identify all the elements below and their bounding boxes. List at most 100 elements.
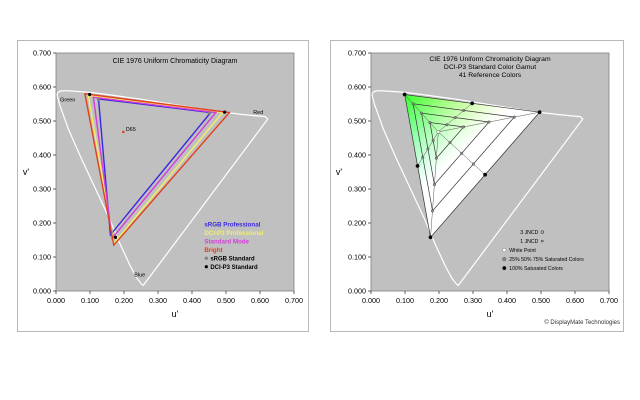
chart1-ytick-label: 0.200: [348, 219, 366, 228]
chart0-legend-label: DCI-P3 Professional: [204, 230, 263, 237]
chart1-reference-point: [471, 162, 475, 166]
right-chart-panel: 0.000 0.100 0.200 0.300 0.400 0.500 0.600 0.700…: [330, 40, 624, 332]
chart1-reference-point: [445, 123, 449, 127]
chart1-reference-point: [537, 110, 542, 115]
chart1-reference-point: [470, 101, 475, 106]
chart0-ytick-label: 0.700: [33, 49, 51, 58]
chart0-white-point: [122, 130, 125, 134]
chart1-reference-point: [448, 141, 452, 145]
chart0-annotation: Blue: [134, 273, 145, 279]
copyright-text: © DisplayMate Technologies: [544, 320, 620, 326]
chart1-reference-point: [512, 115, 516, 119]
chart1-reference-point: [462, 109, 466, 112]
chart1-legend-label: 25% 50% 75% Saturated Colors: [509, 257, 584, 263]
chart0-annotation: Green: [60, 97, 75, 103]
chart0-ytick-label: 0.500: [33, 117, 51, 126]
chart0-legend-label: Standard Mode: [204, 239, 249, 246]
chart1-plot-area: [370, 52, 610, 292]
chart0-xtick-label: 0.400: [183, 296, 201, 305]
chart0-xtick-label: 0.200: [115, 296, 133, 305]
chart0-ylabel: v': [23, 167, 30, 177]
chart0-legend-label: sRGB Standard: [210, 257, 255, 263]
chart0-legend-label: sRGB Professional: [204, 222, 260, 229]
chart0-series-point: [113, 235, 118, 239]
chart0-ytick-label: 0.300: [33, 185, 51, 194]
chart1-ytick-label: 0.300: [348, 185, 366, 194]
chart1-xtick-label: 0.500: [532, 296, 550, 305]
chart0-xtick-label: 0.700: [285, 296, 303, 305]
chart1-legend-marker: [502, 248, 507, 253]
chart1-reference-point: [428, 121, 432, 124]
chart1-reference-point: [402, 92, 407, 97]
chart1-ytick-label: 0.000: [348, 287, 366, 296]
chart1-xtick-label: 0.700: [600, 296, 618, 305]
chart0-series-gamut: [97, 98, 213, 237]
chart0-ytick-label: 0.400: [33, 151, 51, 160]
chart0-series-point: [88, 92, 92, 97]
chart1-ytick-label: 0.100: [348, 253, 366, 262]
left-chart-svg: 0.000 0.100 0.200 0.300 0.400 0.500 0.600 0.700…: [23, 49, 303, 320]
chart0-xlabel: u': [172, 309, 179, 319]
chart0-legend-label: Bright: [204, 247, 222, 254]
chart1-xtick-label: 0.400: [498, 296, 516, 305]
chart1-legend-marker: [502, 257, 507, 262]
chart0-annotation: D65: [126, 127, 136, 133]
chart0-series-point: [96, 97, 101, 102]
chart1-xtick-label: 0.200: [430, 296, 448, 305]
chart1-reference-point: [483, 172, 488, 177]
chart1-legend-label: 3 JNCD: [520, 230, 538, 236]
chart0-series-gamut: [92, 96, 218, 240]
chart1-reference-point: [428, 235, 433, 240]
chart0-xtick-label: 0.300: [149, 296, 167, 305]
chart1-reference-point: [432, 183, 436, 187]
chart1-legend-label: 100% Saturated Colors: [509, 266, 563, 272]
chart0-legend-marker: [204, 256, 208, 260]
chart1-reference-point: [426, 147, 430, 151]
chart1-legend-label: White Point: [509, 248, 536, 254]
chart1-ytick-label: 0.500: [348, 117, 366, 126]
chart0-xtick-label: 0.000: [47, 296, 65, 305]
chart0-ytick-label: 0.000: [33, 287, 51, 296]
chart1-xtick-label: 0.300: [464, 296, 482, 305]
chart1-ytick-label: 0.700: [348, 49, 366, 58]
chart1-ylabel: v': [336, 167, 343, 177]
chart0-ytick-label: 0.100: [33, 253, 51, 262]
left-chart-panel: 0.000 0.100 0.200 0.300 0.400 0.500 0.600 0.700…: [17, 40, 309, 332]
chart1-reference-point: [462, 125, 466, 129]
chart0-annotation: Red: [253, 110, 263, 116]
chart1-reference-point: [421, 155, 425, 159]
chart0-legend-marker: [204, 265, 208, 269]
chart1-reference-point: [453, 116, 457, 120]
chart0-legend-label: DCI-P3 Standard: [210, 265, 258, 271]
chart1-xtick-label: 0.100: [396, 296, 414, 305]
chart1-ytick-label: 0.600: [348, 83, 366, 92]
chart0-xtick-label: 0.500: [217, 296, 235, 305]
chart1-spectral-locus: [371, 90, 584, 287]
chart1-subtitle2: 41 Reference Colors: [459, 72, 522, 79]
chart0-spectral-locus: [56, 90, 269, 287]
chart0-series-point: [223, 110, 227, 114]
chart1-reference-point: [460, 151, 464, 155]
chart1-reference-point: [431, 209, 434, 213]
chart0-series-gamut: [84, 92, 231, 247]
chart0-title: CIE 1976 Uniform Chromaticity Diagram: [113, 58, 238, 65]
chart1-white-point: [436, 130, 441, 134]
chart1-reference-point: [411, 102, 415, 106]
chart1-ytick-label: 0.400: [348, 151, 366, 160]
chart1-reference-point: [434, 156, 438, 160]
chart0-series-point: [207, 111, 211, 115]
chart1-reference-point: [420, 111, 423, 115]
chart0-ytick-label: 0.200: [33, 219, 51, 228]
right-chart-svg: 0.000 0.100 0.200 0.300 0.400 0.500 0.600 0.700…: [336, 49, 618, 320]
chart1-xtick-label: 0.000: [362, 296, 380, 305]
chart1-reference-point: [431, 138, 435, 142]
chart0-plot-area: [55, 52, 295, 292]
chart1-reference-point: [415, 163, 420, 168]
chart1-subtitle: DCI-P3 Standard Color Gamut: [444, 64, 536, 71]
chart1-legend-marker: [540, 230, 544, 234]
chart1-xtick-label: 0.600: [566, 296, 584, 305]
chart1-title: CIE 1976 Uniform Chromaticity Diagram: [429, 56, 551, 63]
chart0-series-gamut: [87, 94, 224, 246]
chart0-xtick-label: 0.100: [81, 296, 99, 305]
chart0-xtick-label: 0.600: [251, 296, 269, 305]
